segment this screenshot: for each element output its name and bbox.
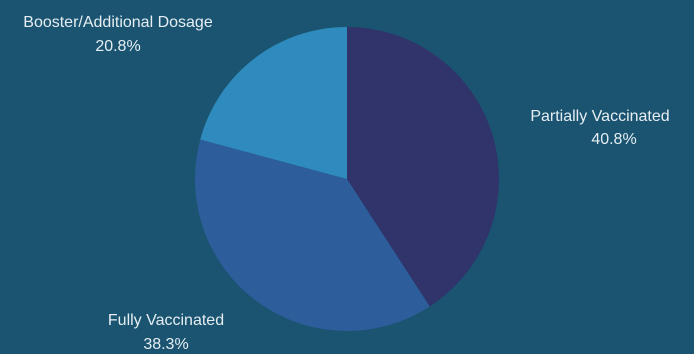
label-partially-vaccinated-name: Partially Vaccinated <box>530 108 669 125</box>
label-fully-vaccinated-value: 38.3% <box>143 336 188 353</box>
label-booster-name: Booster/Additional Dosage <box>23 14 213 31</box>
label-partially-vaccinated-value: 40.8% <box>591 131 636 148</box>
label-fully-vaccinated-name: Fully Vaccinated <box>108 312 224 329</box>
slice-booster <box>200 27 347 179</box>
slice-fully-vaccinated <box>194 139 430 332</box>
label-booster-value: 20.8% <box>95 38 140 55</box>
slice-partially-vaccinated <box>347 27 500 307</box>
pie-slices <box>194 27 500 332</box>
